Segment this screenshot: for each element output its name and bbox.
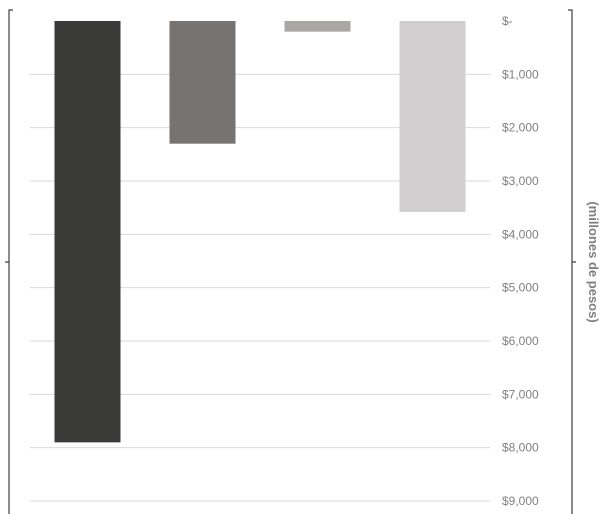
y-tick-label: $6,000 (502, 334, 539, 348)
left-bracket (5, 9, 13, 514)
y-tick-label: $- (502, 14, 513, 28)
decorative-brackets (5, 9, 576, 514)
y-axis-label: (millones de pesos) (586, 201, 601, 322)
y-tick-labels: $- $1,000 $2,000 $3,000 $4,000 $5,000 $6,000 $7… (502, 14, 539, 508)
y-tick-label: $7,000 (502, 387, 539, 401)
bar-2 (169, 21, 236, 144)
bar-4 (399, 21, 466, 212)
right-bracket (568, 9, 576, 514)
bars (54, 21, 466, 443)
y-tick-label: $2,000 (502, 121, 539, 135)
y-tick-label: $3,000 (502, 174, 539, 188)
bar-1 (54, 21, 121, 443)
y-tick-label: $9,000 (502, 494, 539, 508)
y-tick-label: $1,000 (502, 67, 539, 81)
y-tick-label: $5,000 (502, 281, 539, 295)
bar-3 (284, 21, 351, 32)
y-tick-label: $8,000 (502, 441, 539, 455)
y-tick-label: $4,000 (502, 227, 539, 241)
